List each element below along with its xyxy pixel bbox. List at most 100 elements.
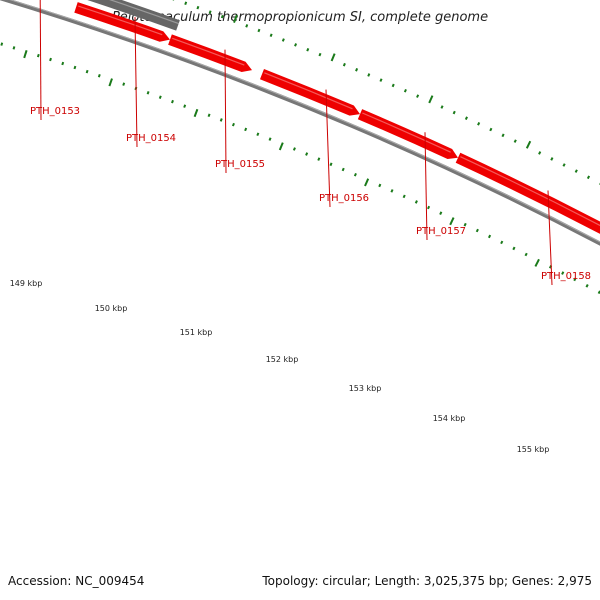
gene-arrow-pth_0154 [74,2,170,42]
tick-mark [158,95,162,99]
tick-mark [452,110,456,115]
gene-label-line [224,49,227,174]
gene-label: PTH_0156 [319,193,369,204]
tick-mark [193,108,199,118]
tick-mark [219,118,223,122]
tick-mark [475,228,479,233]
tick-mark [390,189,394,193]
tick-mark [281,38,285,42]
tick-mark [36,53,40,58]
gene-label-line [325,89,331,208]
gene-label: PTH_0157 [416,226,466,237]
tick-mark [487,234,492,239]
kbp-scale-labels: 149 kbp 150 kbp 151 kbp 152 kbp 153 kbp 154 k… [10,279,550,454]
gene-label: PTH_0155 [215,159,265,170]
tick-mark [513,139,517,143]
tick-mark [562,163,566,167]
gene-arrow-pth_0153-body [87,0,180,31]
tick-mark [256,132,260,136]
gene-arrow-pth_0154-sheen [78,5,163,36]
gene-arrow-pth_0157-body [357,109,458,159]
tick-mark [196,5,200,10]
tick-mark [233,14,238,23]
genome-summary-text: Topology: circular; Length: 3,025,375 bp… [262,574,592,588]
tick-mark [489,127,493,132]
backbone-line [0,0,600,246]
gene-label-layer: PTH_0153 PTH_0154 PTH_0155 PTH_0156 PTH_0157… [30,0,591,286]
tick-mark [573,277,577,282]
tick-mark [367,73,371,77]
tick-mark [449,217,455,226]
backbone-highlight [9,0,600,243]
tick-mark [244,127,248,132]
tick-mark [269,33,273,37]
kbp-label: 152 kbp [266,355,299,364]
tick-mark [171,99,174,104]
tick-mark [414,200,418,204]
tick-mark [416,94,420,98]
tick-mark [391,83,395,88]
kbp-label: 155 kbp [517,445,550,454]
tick-mark [342,62,346,67]
tick-mark [512,246,516,251]
map-title: Pelotomaculum thermopropionicum SI, comp… [111,10,489,25]
tick-mark [586,175,591,180]
tick-mark [49,57,52,62]
tick-mark [428,95,434,104]
tick-mark [278,142,284,151]
gene-label: PTH_0153 [30,106,80,117]
tick-mark [524,252,528,257]
tick-mark [61,61,65,66]
tick-mark [73,65,77,70]
tick-mark [355,68,359,72]
gene-arrow-pth_0155 [168,34,252,73]
tick-mark [292,147,296,151]
tick-mark [12,46,16,50]
gene-arrow-pth_0154-body [74,2,170,42]
tick-mark [318,52,322,57]
gene-arrow-pth_0158 [455,152,600,234]
tick-mark [463,222,467,227]
tick-mark [108,78,113,87]
gene-label-line [134,17,138,148]
tick-mark [427,205,431,210]
gene-arrow-pth_0155-sheen [172,37,245,66]
tick-mark [184,1,188,5]
tick-mark [305,152,309,156]
tick-mark [23,49,28,59]
kbp-label: 149 kbp [10,279,43,288]
tick-mark [85,69,89,74]
tick-mark [183,104,187,108]
tick-mark [477,122,481,126]
tick-mark [353,172,357,177]
tick-mark [220,14,224,19]
tick-mark [245,24,249,28]
gene-arrow-pth_0156-body [259,68,360,116]
kbp-label: 154 kbp [433,414,466,423]
tick-mark [341,167,345,172]
tick-mark [574,169,578,173]
tick-mark [330,53,336,62]
tick-mark [329,162,333,167]
tick-mark [97,74,101,78]
tick-mark [440,105,444,109]
tick-mark [402,194,406,199]
gene-label: PTH_0154 [126,133,176,144]
tick-mark [231,122,235,127]
tick-mark [207,113,211,118]
gene-arrow-pth_0158-sheen [460,156,600,227]
gene-arrow-pth_0157 [357,109,458,159]
outer-tick-track [172,0,600,185]
gene-label-line [39,0,42,121]
tick-mark [403,88,407,93]
tick-mark [561,271,565,275]
gene-arrow-pth_0153-sheen [108,0,179,25]
tick-mark [525,140,532,149]
tick-mark [364,178,370,187]
gene-arrow-pth_0156 [259,68,360,116]
tick-mark [464,116,468,120]
tick-mark [550,157,554,161]
inner-tick-track [0,42,600,295]
gene-arrow-pth_0155-body [168,34,252,73]
gene-label-line [424,132,428,241]
